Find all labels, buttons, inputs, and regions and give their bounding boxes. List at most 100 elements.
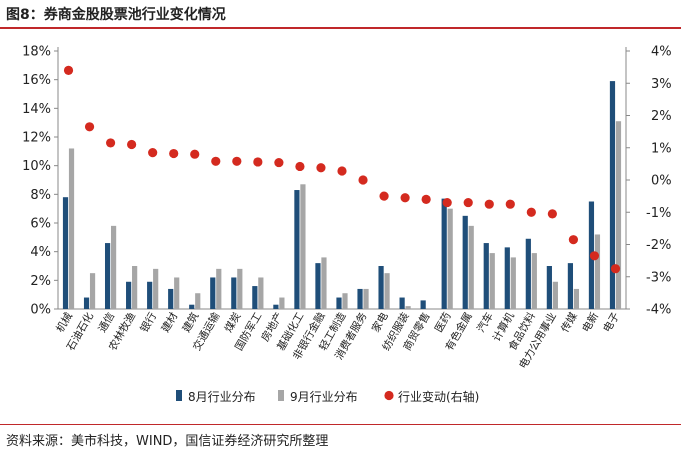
change-dot: [442, 197, 452, 208]
bar-aug: [252, 286, 258, 309]
bar-aug: [126, 281, 132, 309]
y-left-tick-label: 6%: [30, 217, 51, 232]
category-label: 电新: [579, 310, 601, 335]
bar-aug: [62, 197, 69, 309]
bar-sep: [489, 253, 495, 309]
legend-swatch: [278, 390, 284, 401]
change-dot: [105, 138, 116, 148]
change-dot: [253, 157, 263, 167]
bar-aug: [378, 266, 384, 309]
change-dot: [127, 139, 137, 150]
category-label: 医药: [433, 311, 454, 335]
y-right-tick-label: -3%: [646, 270, 671, 285]
category-label: 建筑: [180, 310, 202, 335]
change-dot: [358, 175, 368, 185]
bar-aug: [483, 243, 489, 309]
change-dot: [316, 163, 326, 173]
change-dot: [610, 264, 621, 274]
bar-sep: [153, 268, 159, 309]
change-dot: [337, 166, 347, 176]
bar-sep: [384, 273, 390, 309]
industry-change-chart: 0% 2% 4% 6% 8% 10% 12% 14% 16% 18% -4% -3% -2% -1% 0% 1…: [22, 45, 672, 405]
y-left-tick-label: 16%: [22, 73, 51, 88]
category-label: 传媒: [558, 310, 580, 335]
legend-swatch: [176, 390, 182, 401]
bar-sep: [321, 257, 327, 309]
category-label: 建材: [159, 310, 181, 335]
bar-sep: [510, 257, 516, 309]
bar-aug: [104, 243, 111, 309]
bar-sep: [300, 184, 306, 309]
bar-sep: [110, 225, 117, 309]
y-left-tick-label: 0%: [30, 303, 51, 318]
bar-aug: [357, 288, 363, 309]
bar-aug: [504, 247, 510, 309]
bar-aug: [315, 263, 321, 309]
legend: 8月行业分布 9月行业分布 行业变动(右轴): [176, 389, 479, 404]
bar-sep: [132, 266, 138, 309]
change-dot: [589, 251, 600, 261]
bars-layer: [62, 81, 622, 309]
title-rule: [0, 27, 681, 29]
bar-sep: [258, 277, 264, 309]
change-dot: [505, 199, 515, 209]
figure-title: 图8：券商金股股票池行业变化情况: [6, 7, 226, 23]
bar-aug: [336, 297, 342, 309]
bar-sep: [279, 297, 285, 309]
change-dot: [379, 191, 389, 201]
bar-aug: [399, 297, 405, 309]
category-label: 家电: [369, 310, 391, 335]
y-right-tick-label: 1%: [651, 141, 672, 156]
bar-aug: [168, 288, 174, 309]
bar-sep: [573, 288, 580, 309]
bar-sep: [447, 208, 453, 309]
change-dot: [84, 122, 95, 132]
bar-sep: [468, 225, 474, 309]
change-dot: [169, 148, 179, 159]
y-right-tick-label: 0%: [651, 174, 672, 189]
bar-aug: [83, 297, 90, 309]
bar-sep: [68, 148, 75, 309]
y-right-tick-label: 3%: [651, 77, 672, 92]
category-label: 通信: [96, 311, 117, 335]
category-label: 汽车: [474, 310, 496, 335]
y-left-tick-label: 2%: [30, 274, 51, 289]
y-left-tick-label: 18%: [22, 45, 51, 60]
change-dot: [295, 161, 305, 172]
change-dot: [421, 194, 431, 204]
bar-sep: [195, 293, 201, 309]
bar-sep: [174, 277, 180, 309]
y-left-tick-label: 4%: [30, 245, 51, 260]
bar-sep: [342, 293, 348, 309]
bar-aug: [462, 215, 468, 309]
bar-aug: [546, 266, 552, 309]
category-label: 煤炭: [222, 310, 244, 335]
change-dot: [190, 149, 200, 159]
change-dot: [568, 235, 579, 245]
y-left-tick-label: 14%: [22, 102, 51, 117]
category-label: 机械: [53, 310, 75, 335]
bar-aug: [609, 81, 616, 309]
y-right-tick-label: 4%: [651, 45, 672, 60]
change-dot: [232, 156, 242, 166]
change-dot: [274, 157, 284, 168]
change-dot: [526, 207, 536, 217]
legend-label: 9月行业分布: [290, 390, 358, 404]
y-left-tick-label: 12%: [22, 131, 51, 146]
bar-aug: [441, 198, 447, 309]
bar-aug: [294, 190, 300, 309]
category-label: 电子: [600, 310, 622, 335]
y-right-tick-label: -2%: [646, 238, 671, 253]
legend-swatch: [384, 390, 394, 401]
y-right-tick-label: 2%: [651, 109, 672, 124]
bar-aug: [147, 281, 153, 309]
bar-aug: [420, 300, 426, 309]
bar-sep: [363, 288, 369, 309]
y-right-tick-label: -4%: [646, 303, 671, 318]
y-right-tick-label: -1%: [646, 206, 671, 221]
bar-sep: [615, 121, 622, 309]
bar-aug: [567, 263, 574, 309]
change-dot: [148, 147, 158, 158]
bar-aug: [273, 304, 279, 309]
